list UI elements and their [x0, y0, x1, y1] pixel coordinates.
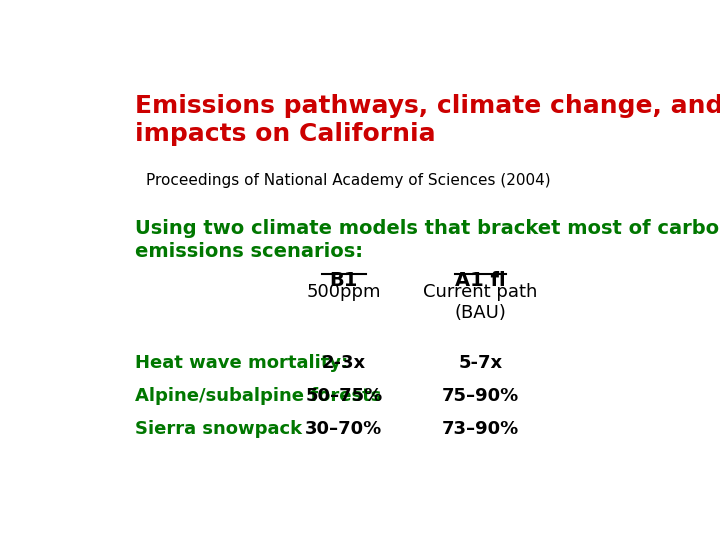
Text: 75–90%: 75–90% — [442, 387, 519, 405]
Text: Alpine/subalpine forests: Alpine/subalpine forests — [135, 387, 381, 405]
Text: 73–90%: 73–90% — [442, 420, 519, 438]
Text: 2-3x: 2-3x — [322, 354, 366, 372]
Text: Emissions pathways, climate change, and
impacts on California: Emissions pathways, climate change, and … — [135, 94, 720, 146]
Text: 50–75%: 50–75% — [305, 387, 382, 405]
Text: Current path
(BAU): Current path (BAU) — [423, 283, 538, 322]
Text: Using two climate models that bracket most of carbon
emissions scenarios:: Using two climate models that bracket mo… — [135, 219, 720, 261]
Text: B1: B1 — [330, 271, 358, 289]
Text: Proceedings of National Academy of Sciences (2004): Proceedings of National Academy of Scien… — [145, 173, 550, 188]
Text: 500ppm: 500ppm — [307, 283, 381, 301]
Text: 30–70%: 30–70% — [305, 420, 382, 438]
Text: Heat wave mortality:: Heat wave mortality: — [135, 354, 348, 372]
Text: 5-7x: 5-7x — [459, 354, 503, 372]
Text: Sierra snowpack: Sierra snowpack — [135, 420, 302, 438]
Text: A1 fi: A1 fi — [455, 271, 506, 289]
